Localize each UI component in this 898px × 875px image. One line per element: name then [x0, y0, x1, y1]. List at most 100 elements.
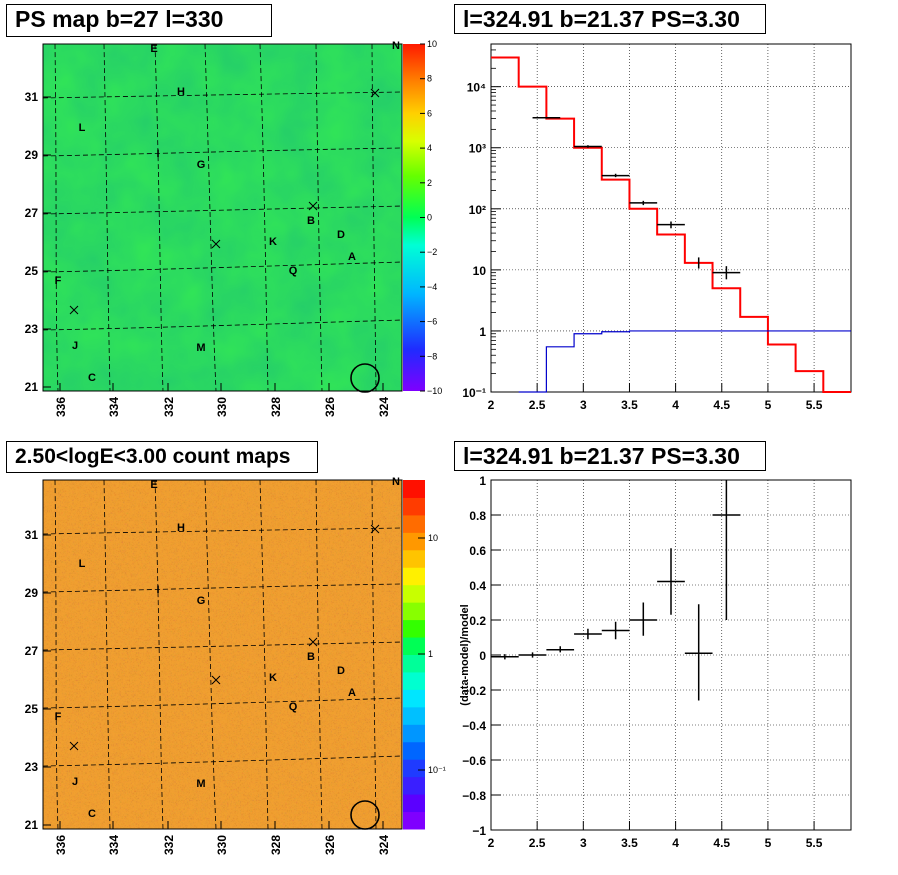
residual-axes: 2 2.5 3 3.5 4 4.5 5 5.5 1 0.8 0.6 0.4 0.2 0 −0.2 −0.4 −0… — [462, 474, 822, 850]
residual-panel: 2 2.5 3 3.5 4 4.5 5 5.5 1 0.8 0.6 0.4 0.2 0 −0.2 −0.4 −0… — [459, 474, 852, 850]
map-x-tick-326: 326 — [323, 835, 337, 855]
map-x-tick-326: 326 — [323, 397, 337, 417]
residual-x-tick-2: 2 — [488, 836, 495, 850]
ps-map-texture — [43, 44, 402, 391]
map-y-tick-27: 27 — [25, 206, 39, 220]
count-map-grid — [43, 480, 402, 829]
map-x-tick-324: 324 — [377, 397, 391, 417]
count-colorbar-tick-0: 10 — [428, 533, 438, 543]
residual-x-tick-4.5: 4.5 — [713, 836, 730, 850]
ps-colorbar-tick-1: 8 — [427, 74, 432, 84]
count-map-texture — [43, 480, 402, 829]
residual-x-tick-2.5: 2.5 — [529, 836, 546, 850]
spectrum-panel: 2 2.5 3 3.5 4 4.5 5 5.5 10⁻¹ 1 10 10² 10³ 10⁴ — [462, 43, 852, 412]
ps-colorbar — [403, 44, 425, 391]
source-label-H: H — [177, 522, 185, 534]
source-cross-0 — [370, 88, 380, 98]
map-y-tick-25: 25 — [25, 702, 39, 716]
spectrum-y-tick-1: 1 — [479, 325, 486, 339]
map-x-tick-328: 328 — [269, 397, 283, 417]
residual-points — [491, 480, 741, 701]
spectrum-x-tick-3.5: 3.5 — [621, 398, 638, 412]
spectrum-frame — [490, 43, 852, 393]
source-label-A: A — [348, 251, 356, 263]
map-y-tick-29: 29 — [25, 148, 39, 162]
count-colorbar — [403, 480, 425, 830]
ps-colorbar-tick-6: −2 — [427, 247, 437, 257]
source-label-H: H — [177, 86, 185, 98]
ps-colorbar-tick-3: 4 — [427, 143, 432, 153]
ps-colorbar-tick-9: −8 — [427, 351, 437, 361]
source-cross-2 — [211, 239, 221, 249]
residual-y-tick-1: 0.8 — [469, 509, 486, 523]
ps-colorbar-tick-5: 0 — [427, 213, 432, 223]
map-y-tick-21: 21 — [25, 380, 39, 394]
source-label-F: F — [55, 275, 62, 287]
ps-colorbar-tick-2: 6 — [427, 108, 432, 118]
residual-y-tick-7: −0.4 — [462, 719, 486, 733]
count-colorbar-tick-2: 10⁻¹ — [428, 765, 446, 775]
source-label-L: L — [79, 558, 86, 570]
residual-y-tick-4: 0.2 — [469, 614, 486, 628]
residual-y-tick-8: −0.6 — [462, 754, 486, 768]
map-y-tick-31: 31 — [25, 528, 39, 542]
source-label-F: F — [55, 711, 62, 723]
count-colorbar-tick-1: 1 — [428, 649, 433, 659]
map-x-tick-324: 324 — [377, 835, 391, 855]
spectrum-y-tick-4: 10³ — [469, 142, 486, 156]
source-label-N: N — [392, 476, 400, 488]
ps-colorbar-tick-0: 10 — [427, 39, 437, 49]
map-x-tick-330: 330 — [215, 835, 229, 855]
source-label-I: I — [156, 148, 159, 160]
spectrum-x-tick-4.5: 4.5 — [713, 398, 730, 412]
residual-y-tick-2: 0.6 — [469, 544, 486, 558]
spectrum-series — [491, 56, 851, 393]
residual-title: l=324.91 b=21.37 PS=3.30 — [454, 441, 766, 471]
source-cross-1 — [308, 201, 318, 211]
ps-map-title: PS map b=27 l=330 — [6, 4, 272, 37]
source-label-J: J — [72, 776, 78, 788]
map-y-tick-21: 21 — [25, 818, 39, 832]
spectrum-axes: 2 2.5 3 3.5 4 4.5 5 5.5 10⁻¹ 1 10 10² 10³ 10⁴ — [462, 49, 823, 412]
map-y-tick-25: 25 — [25, 264, 39, 278]
source-label-N: N — [392, 40, 400, 52]
map-y-tick-31: 31 — [25, 90, 39, 104]
source-label-K: K — [269, 672, 277, 684]
ps-map-frame — [42, 43, 403, 392]
map-y-tick-27: 27 — [25, 644, 39, 658]
spectrum-model-line — [491, 56, 851, 393]
residual-y-axis-label: (data-model)/model — [459, 604, 471, 705]
source-label-L: L — [79, 122, 86, 134]
residual-x-tick-5.5: 5.5 — [806, 836, 823, 850]
map-x-tick-336: 336 — [54, 835, 68, 855]
source-label-A: A — [348, 687, 356, 699]
spectrum-title: l=324.91 b=21.37 PS=3.30 — [454, 4, 766, 34]
spectrum-x-tick-5.5: 5.5 — [806, 398, 823, 412]
count-map-axis-ticks: 336 334 332 330 328 326 324 31 29 27 25 23 21 — [25, 528, 391, 855]
spectrum-y-tick-3: 10² — [469, 203, 486, 217]
source-cross-1 — [308, 637, 318, 647]
spectrum-x-tick-4: 4 — [672, 398, 679, 412]
psf-circle — [350, 363, 380, 393]
source-label-B: B — [307, 651, 315, 663]
source-label-G: G — [197, 595, 206, 607]
source-label-C: C — [88, 372, 96, 384]
source-label-J: J — [72, 340, 78, 352]
residual-x-tick-5: 5 — [765, 836, 772, 850]
residual-y-tick-10: −1 — [472, 824, 486, 838]
ps-colorbar-ticks: 10 8 6 4 2 0 −2 −4 −6 −8 −10 — [420, 39, 442, 396]
source-label-D: D — [337, 665, 345, 677]
residual-y-tick-3: 0.4 — [469, 579, 486, 593]
source-label-G: G — [197, 159, 206, 171]
ps-map-source-labels: E N H L I G B D K A Q F J M C — [55, 40, 400, 384]
ps-colorbar-tick-10: −10 — [427, 386, 442, 396]
map-y-tick-23: 23 — [25, 760, 39, 774]
source-label-K: K — [269, 236, 277, 248]
map-x-tick-332: 332 — [162, 397, 176, 417]
ps-colorbar-tick-4: 2 — [427, 178, 432, 188]
source-label-E: E — [150, 479, 157, 491]
spectrum-y-tick-2: 10 — [473, 264, 487, 278]
source-label-D: D — [337, 229, 345, 241]
